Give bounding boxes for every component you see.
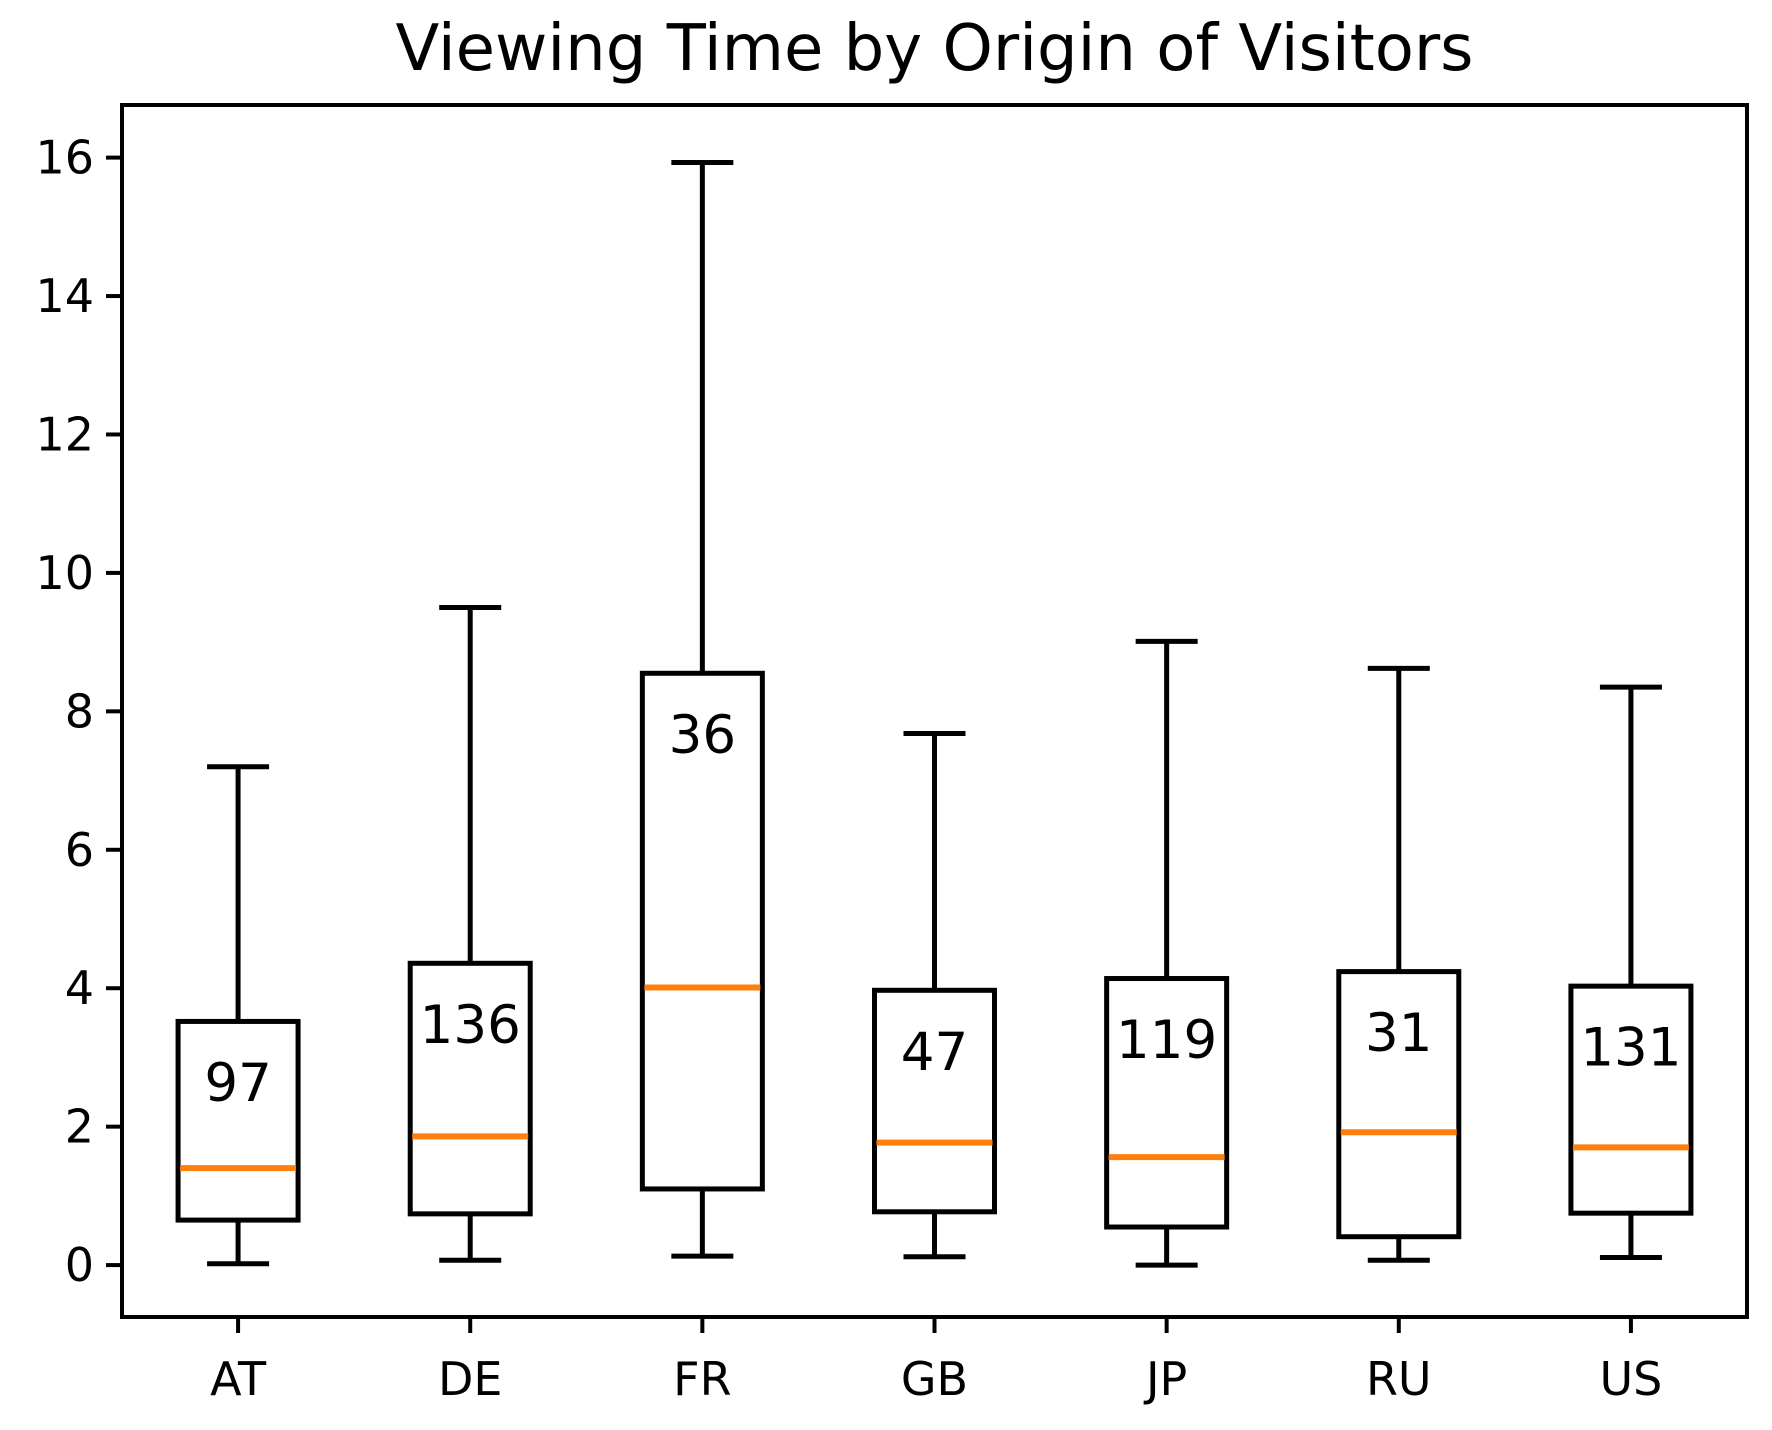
box-rect [639, 670, 765, 1192]
y-tick-label: 2 [65, 1100, 94, 1154]
box-group-DE: 136 DE [407, 605, 533, 1406]
box-rect [1104, 976, 1230, 1230]
count-label: 131 [1580, 1018, 1681, 1079]
y-tick-label: 6 [65, 823, 94, 877]
x-tick-label: FR [673, 1352, 731, 1406]
box-group-FR: 36 FR [639, 159, 765, 1406]
box-rect [1568, 983, 1694, 1216]
x-tick-label: JP [1143, 1352, 1187, 1406]
x-tick-label: RU [1366, 1352, 1432, 1406]
box-group-US: 131 US [1568, 684, 1694, 1406]
x-tick-label: GB [901, 1352, 968, 1406]
y-tick-label: 14 [35, 269, 94, 323]
box-rect [175, 1018, 301, 1223]
box-group-JP: 119 JP [1104, 638, 1230, 1406]
y-tick-label: 8 [65, 684, 94, 738]
count-label: 47 [901, 1022, 968, 1083]
count-label: 119 [1116, 1010, 1217, 1071]
chart-title: Viewing Time by Origin of Visitors [395, 12, 1474, 86]
count-label: 31 [1365, 1003, 1432, 1064]
y-tick-label: 0 [65, 1238, 94, 1292]
count-label: 97 [204, 1053, 271, 1114]
box-rect [407, 960, 533, 1217]
box-rect [872, 987, 997, 1215]
box-group-AT: 97 AT [175, 764, 301, 1406]
x-tick-label: DE [438, 1352, 503, 1406]
x-tick-label: US [1599, 1352, 1662, 1406]
y-tick-label: 4 [65, 961, 94, 1015]
count-label: 136 [420, 995, 521, 1056]
y-tick-label: 10 [35, 546, 94, 600]
box-group-GB: 47 GB [872, 730, 997, 1406]
y-tick-label: 16 [35, 131, 94, 185]
y-tick-label: 12 [35, 407, 94, 461]
count-label: 36 [669, 705, 736, 766]
box-rect [1336, 969, 1462, 1240]
x-tick-label: AT [210, 1352, 267, 1406]
box-group-RU: 31 RU [1336, 665, 1462, 1406]
